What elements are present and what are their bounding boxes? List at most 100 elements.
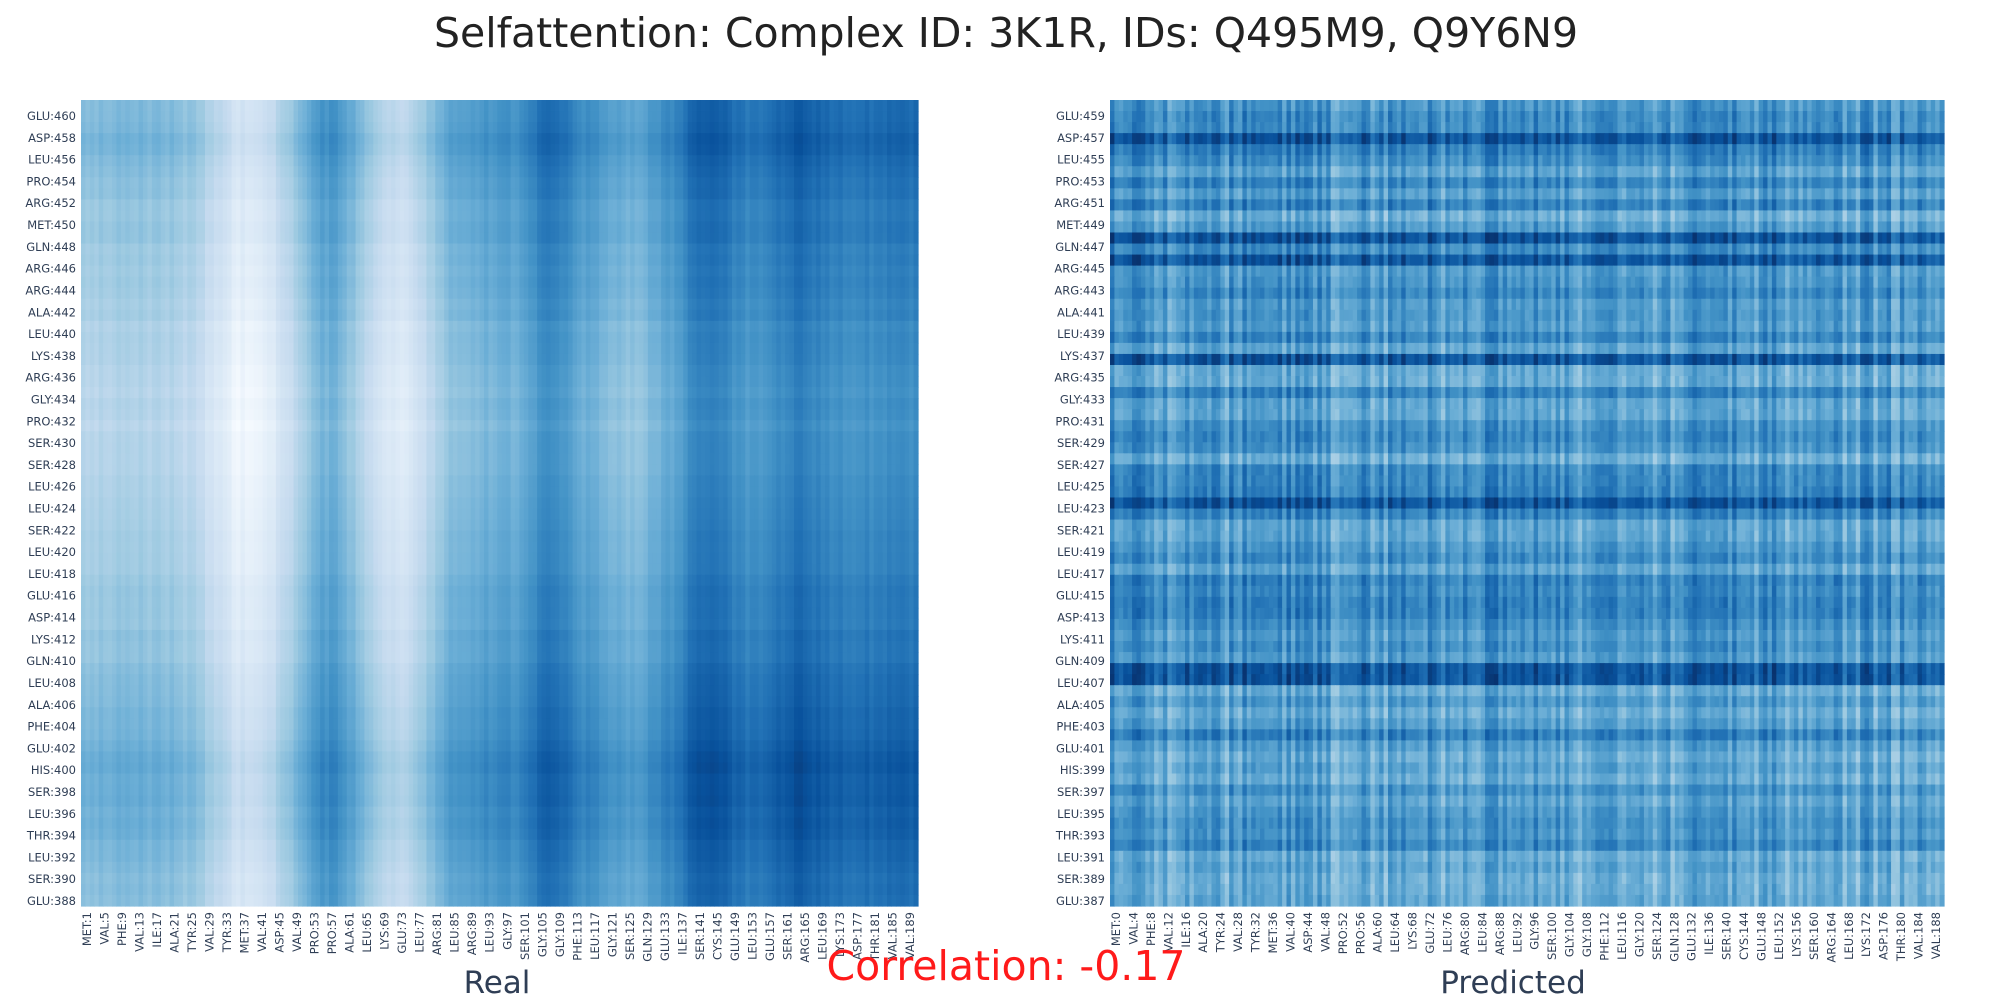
heatmap-cell [439, 342, 445, 355]
heatmap-cell [740, 243, 746, 256]
heatmap-cell [364, 166, 370, 178]
heatmap-cell [820, 276, 826, 289]
heatmap-cell [196, 243, 202, 256]
heatmap-cell [196, 100, 202, 112]
heatmap-cell [182, 232, 188, 245]
heatmap-cell [98, 387, 104, 399]
heatmap-cell [701, 376, 707, 388]
heatmap-cell [200, 276, 206, 289]
heatmap-cell [373, 177, 379, 189]
heatmap-cell [271, 122, 277, 134]
heatmap-cell [754, 309, 760, 322]
heatmap-cell [298, 364, 304, 377]
heatmap-cell [528, 221, 534, 234]
heatmap-cell [475, 210, 481, 223]
heatmap-cell [275, 387, 281, 399]
heatmap-cell [329, 320, 335, 333]
heatmap-cell [798, 144, 804, 156]
heatmap-cell [439, 309, 445, 322]
heatmap-cell [182, 376, 188, 388]
heatmap-cell [147, 376, 153, 388]
heatmap-cell [683, 353, 689, 366]
heatmap-cell [519, 144, 525, 156]
heatmap-cell [612, 353, 618, 366]
heatmap-cell [174, 100, 180, 112]
heatmap-cell [85, 364, 91, 377]
heatmap-cell [603, 199, 609, 212]
heatmap-cell [182, 221, 188, 234]
heatmap-cell [311, 353, 317, 366]
heatmap-cell [506, 287, 512, 300]
heatmap-cell [249, 210, 255, 223]
heatmap-cell [461, 122, 467, 134]
heatmap-cell [643, 376, 649, 388]
heatmap-cell [554, 298, 560, 311]
heatmap-cell [891, 210, 897, 223]
heatmap-cell [559, 199, 565, 212]
heatmap-cell [656, 254, 662, 267]
heatmap-cell [213, 199, 219, 212]
heatmap-cell [904, 353, 910, 366]
heatmap-cell [909, 287, 915, 300]
heatmap-cell [776, 100, 782, 112]
heatmap-cell [506, 364, 512, 377]
heatmap-cell [541, 265, 547, 278]
heatmap-cell [337, 177, 343, 189]
heatmap-cell [492, 320, 498, 333]
heatmap-cell [612, 320, 618, 333]
heatmap-cell [860, 265, 866, 278]
heatmap-cell [696, 309, 702, 322]
heatmap-cell [143, 276, 149, 289]
heatmap-cell [120, 111, 126, 123]
heatmap-cell [267, 155, 273, 167]
heatmap-cell [408, 320, 414, 333]
heatmap-cell [346, 376, 352, 388]
heatmap-cell [182, 387, 188, 399]
heatmap-cell [408, 243, 414, 256]
heatmap-cell [174, 199, 180, 212]
heatmap-cell [701, 265, 707, 278]
heatmap-cell [360, 155, 366, 167]
heatmap-cell [501, 320, 507, 333]
heatmap-cell [311, 265, 317, 278]
heatmap-cell [165, 122, 171, 134]
heatmap-cell [794, 342, 800, 355]
heatmap-cell [678, 309, 684, 322]
heatmap-cell [368, 144, 374, 156]
heatmap-cell [337, 309, 343, 322]
heatmap-cell [625, 287, 631, 300]
heatmap-cell [900, 166, 906, 178]
heatmap-cell [900, 221, 906, 234]
heatmap-cell [275, 243, 281, 256]
heatmap-cell [342, 144, 348, 156]
heatmap-cell [160, 166, 166, 178]
heatmap-cell [873, 243, 879, 256]
heatmap-cell [373, 144, 379, 156]
heatmap-cell [107, 144, 113, 156]
heatmap-cell [603, 144, 609, 156]
heatmap-cell [701, 309, 707, 322]
heatmap-cell [603, 376, 609, 388]
heatmap-cell [692, 133, 698, 145]
heatmap-cell [293, 166, 299, 178]
heatmap-cell [754, 155, 760, 167]
heatmap-cell [120, 298, 126, 311]
heatmap-cell [537, 221, 543, 234]
heatmap-cell [453, 100, 459, 112]
heatmap-cell [417, 144, 423, 156]
heatmap-cell [842, 144, 848, 156]
heatmap-cell [227, 376, 233, 388]
heatmap-cell [178, 155, 184, 167]
heatmap-cell [696, 166, 702, 178]
heatmap-cell [439, 376, 445, 388]
heatmap-cell [386, 276, 392, 289]
heatmap-cell [413, 122, 419, 134]
heatmap-cell [351, 387, 357, 399]
heatmap-cell [771, 243, 777, 256]
heatmap-cell [98, 221, 104, 234]
heatmap-cell [280, 155, 286, 167]
heatmap-cell [112, 331, 118, 344]
heatmap-cell [727, 133, 733, 145]
heatmap-cell [236, 177, 242, 189]
heatmap-cell [554, 276, 560, 289]
